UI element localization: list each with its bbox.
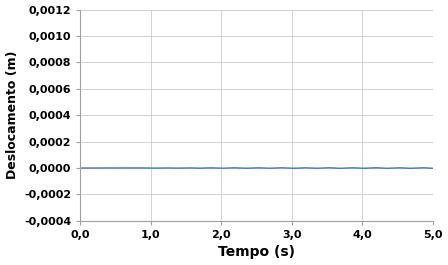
X-axis label: Tempo (s): Tempo (s)	[218, 245, 295, 259]
Y-axis label: Deslocamento (m): Deslocamento (m)	[5, 51, 18, 179]
